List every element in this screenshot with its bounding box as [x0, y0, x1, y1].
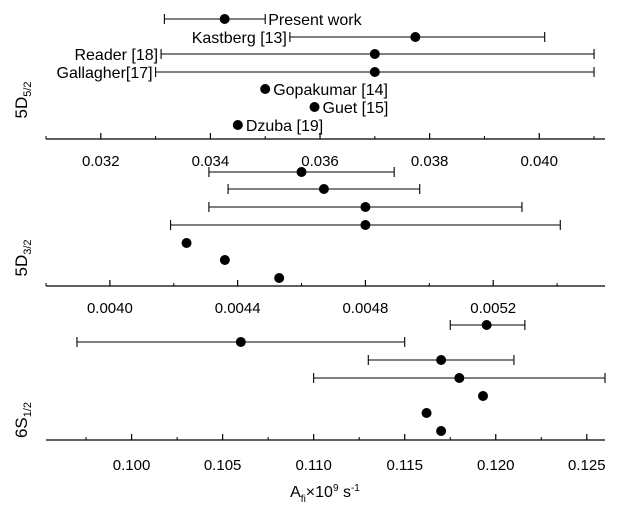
y-axis-label: 6S1/2 [12, 402, 34, 438]
data-point [219, 255, 230, 265]
x-tick-label: 0.0040 [87, 300, 133, 317]
x-tick-label: 0.040 [520, 153, 558, 170]
panel-3: 0.100 0.105 0.110 0.115 0.120 0.125 6S1/2 Afi×1… [12, 320, 606, 505]
x-tick-label: 0.034 [192, 153, 230, 170]
y-axis-label: 5D3/2 [12, 239, 34, 276]
panel-1: 0.032 0.034 0.036 0.038 0.040 Present workKas… [12, 12, 605, 170]
point-label: Guet [15] [323, 100, 389, 117]
x-axis-title: Afi×109 s-1 [290, 483, 360, 505]
x-tick-label: 0.0044 [215, 300, 261, 317]
data-point [369, 67, 380, 77]
data-point [219, 14, 230, 24]
point-label: Reader [18] [74, 47, 158, 64]
data-point [421, 408, 432, 418]
data-point [232, 120, 243, 130]
x-tick-label: 0.120 [477, 457, 515, 474]
data-point [369, 49, 380, 59]
data-point [318, 184, 329, 194]
data-point [181, 238, 192, 248]
data-point [410, 32, 421, 42]
point-label: Gopakumar [14] [273, 82, 388, 99]
x-tick-label: 0.115 [386, 457, 422, 474]
point-label: Dzuba [19] [246, 118, 323, 135]
data-point [436, 355, 447, 365]
point-label: Kastberg [13] [192, 30, 287, 47]
x-tick-label: 0.125 [568, 457, 606, 474]
y-axis-label: 5D5/2 [12, 81, 34, 118]
data-point [436, 426, 447, 436]
data-point [360, 202, 371, 212]
data-point [260, 84, 271, 94]
data-point [478, 391, 489, 401]
data-point [454, 373, 465, 383]
point-label: Present work [268, 12, 362, 29]
x-tick-label: 0.036 [301, 153, 339, 170]
x-tick-label: 0.100 [113, 457, 151, 474]
data-point [481, 320, 492, 330]
data-point [309, 102, 320, 112]
x-tick-label: 0.038 [411, 153, 449, 170]
panel-2: 0.0040 0.0044 0.0048 0.0052 5D3/2 [12, 167, 605, 317]
x-tick-label: 0.105 [204, 457, 242, 474]
point-label: Gallagher[17] [57, 65, 153, 82]
x-tick-label: 0.0052 [470, 300, 516, 317]
x-tick-label: 0.0048 [342, 300, 388, 317]
x-tick-label: 0.032 [82, 153, 120, 170]
data-point [360, 220, 371, 230]
x-tick-label: 0.110 [295, 457, 331, 474]
data-point [296, 167, 307, 177]
data-point [274, 273, 285, 283]
data-point [235, 337, 246, 347]
